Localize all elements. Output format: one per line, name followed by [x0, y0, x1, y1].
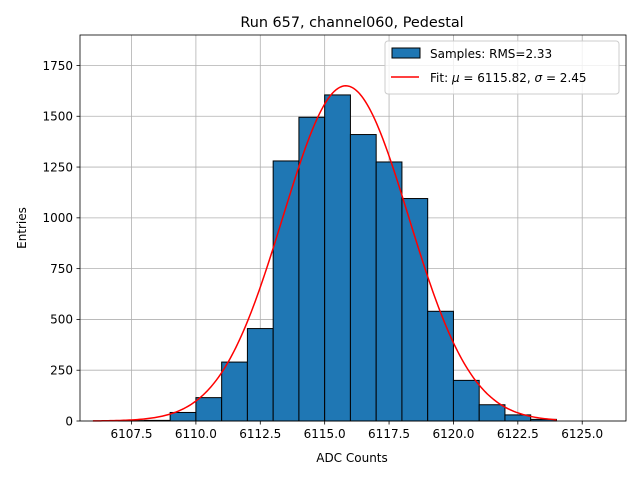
x-tick-label: 6117.5 [368, 427, 410, 441]
histogram-bar [350, 135, 376, 421]
x-tick-label: 6115.0 [304, 427, 346, 441]
histogram-bar [428, 311, 454, 421]
x-tick-label: 6125.0 [561, 427, 603, 441]
x-tick-label: 6107.5 [111, 427, 153, 441]
y-tick-label: 0 [65, 414, 73, 428]
x-tick-label: 6122.5 [497, 427, 539, 441]
x-tick-label: 6120.0 [432, 427, 474, 441]
y-tick-label: 750 [50, 262, 73, 276]
histogram-bar [325, 95, 351, 421]
chart-title: Run 657, channel060, Pedestal [240, 15, 463, 31]
histogram-bar [196, 398, 222, 421]
histogram-bar [299, 117, 325, 421]
y-tick-label: 500 [50, 313, 73, 327]
legend-hist-swatch [392, 48, 420, 58]
x-tick-label: 6112.5 [239, 427, 281, 441]
histogram-bar [247, 329, 273, 421]
y-axis-label: Entries [15, 207, 29, 249]
y-tick-label: 250 [50, 364, 73, 378]
x-axis-label: ADC Counts [316, 451, 388, 465]
histogram-bar [222, 362, 248, 421]
y-tick-label: 1250 [42, 160, 73, 174]
legend-fit-label: Fit: μ = 6115.82, σ = 2.45 [430, 71, 587, 85]
x-tick-label: 6110.0 [175, 427, 217, 441]
y-tick-label: 1500 [42, 110, 73, 124]
legend: Samples: RMS=2.33 Fit: μ = 6115.82, σ = … [385, 41, 619, 94]
histogram-bar [479, 405, 505, 421]
histogram-bar [273, 161, 299, 421]
y-tick-label: 1000 [42, 211, 73, 225]
histogram-bar [170, 412, 196, 421]
y-tick-label: 1750 [42, 59, 73, 73]
histogram-bar [376, 162, 402, 421]
legend-hist-label: Samples: RMS=2.33 [430, 47, 552, 61]
histogram-bar [453, 380, 479, 421]
histogram-bar [402, 199, 428, 421]
